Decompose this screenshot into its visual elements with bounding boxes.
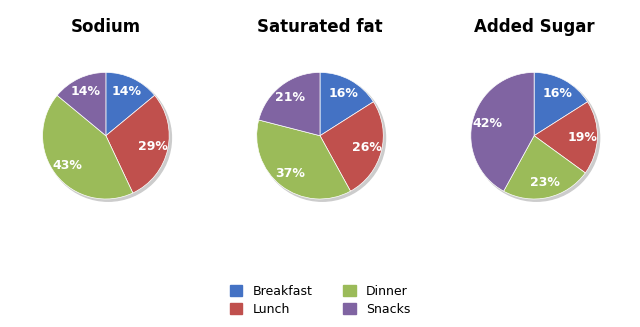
Circle shape: [473, 75, 600, 201]
Wedge shape: [320, 102, 383, 191]
Wedge shape: [106, 95, 169, 193]
Circle shape: [259, 75, 385, 201]
Wedge shape: [257, 120, 351, 199]
Wedge shape: [43, 95, 133, 199]
Wedge shape: [259, 72, 320, 136]
Text: 23%: 23%: [530, 177, 559, 189]
Text: 16%: 16%: [543, 87, 572, 100]
Text: 21%: 21%: [275, 91, 305, 104]
Wedge shape: [534, 102, 597, 173]
Text: 29%: 29%: [138, 140, 168, 153]
Text: 42%: 42%: [472, 117, 502, 130]
Wedge shape: [471, 72, 534, 191]
Text: 43%: 43%: [52, 159, 83, 172]
Text: 19%: 19%: [568, 131, 597, 144]
Text: 26%: 26%: [352, 141, 382, 154]
Text: 14%: 14%: [70, 85, 100, 98]
Text: 14%: 14%: [111, 85, 141, 98]
Text: 16%: 16%: [328, 87, 358, 100]
Wedge shape: [534, 72, 588, 136]
Text: 37%: 37%: [275, 167, 305, 181]
Wedge shape: [57, 72, 106, 136]
Wedge shape: [504, 136, 586, 199]
Circle shape: [45, 75, 172, 201]
Wedge shape: [106, 72, 155, 136]
Title: Added Sugar: Added Sugar: [474, 18, 595, 36]
Legend: Breakfast, Lunch, Dinner, Snacks: Breakfast, Lunch, Dinner, Snacks: [225, 280, 415, 321]
Title: Sodium: Sodium: [71, 18, 141, 36]
Title: Saturated fat: Saturated fat: [257, 18, 383, 36]
Wedge shape: [320, 72, 374, 136]
